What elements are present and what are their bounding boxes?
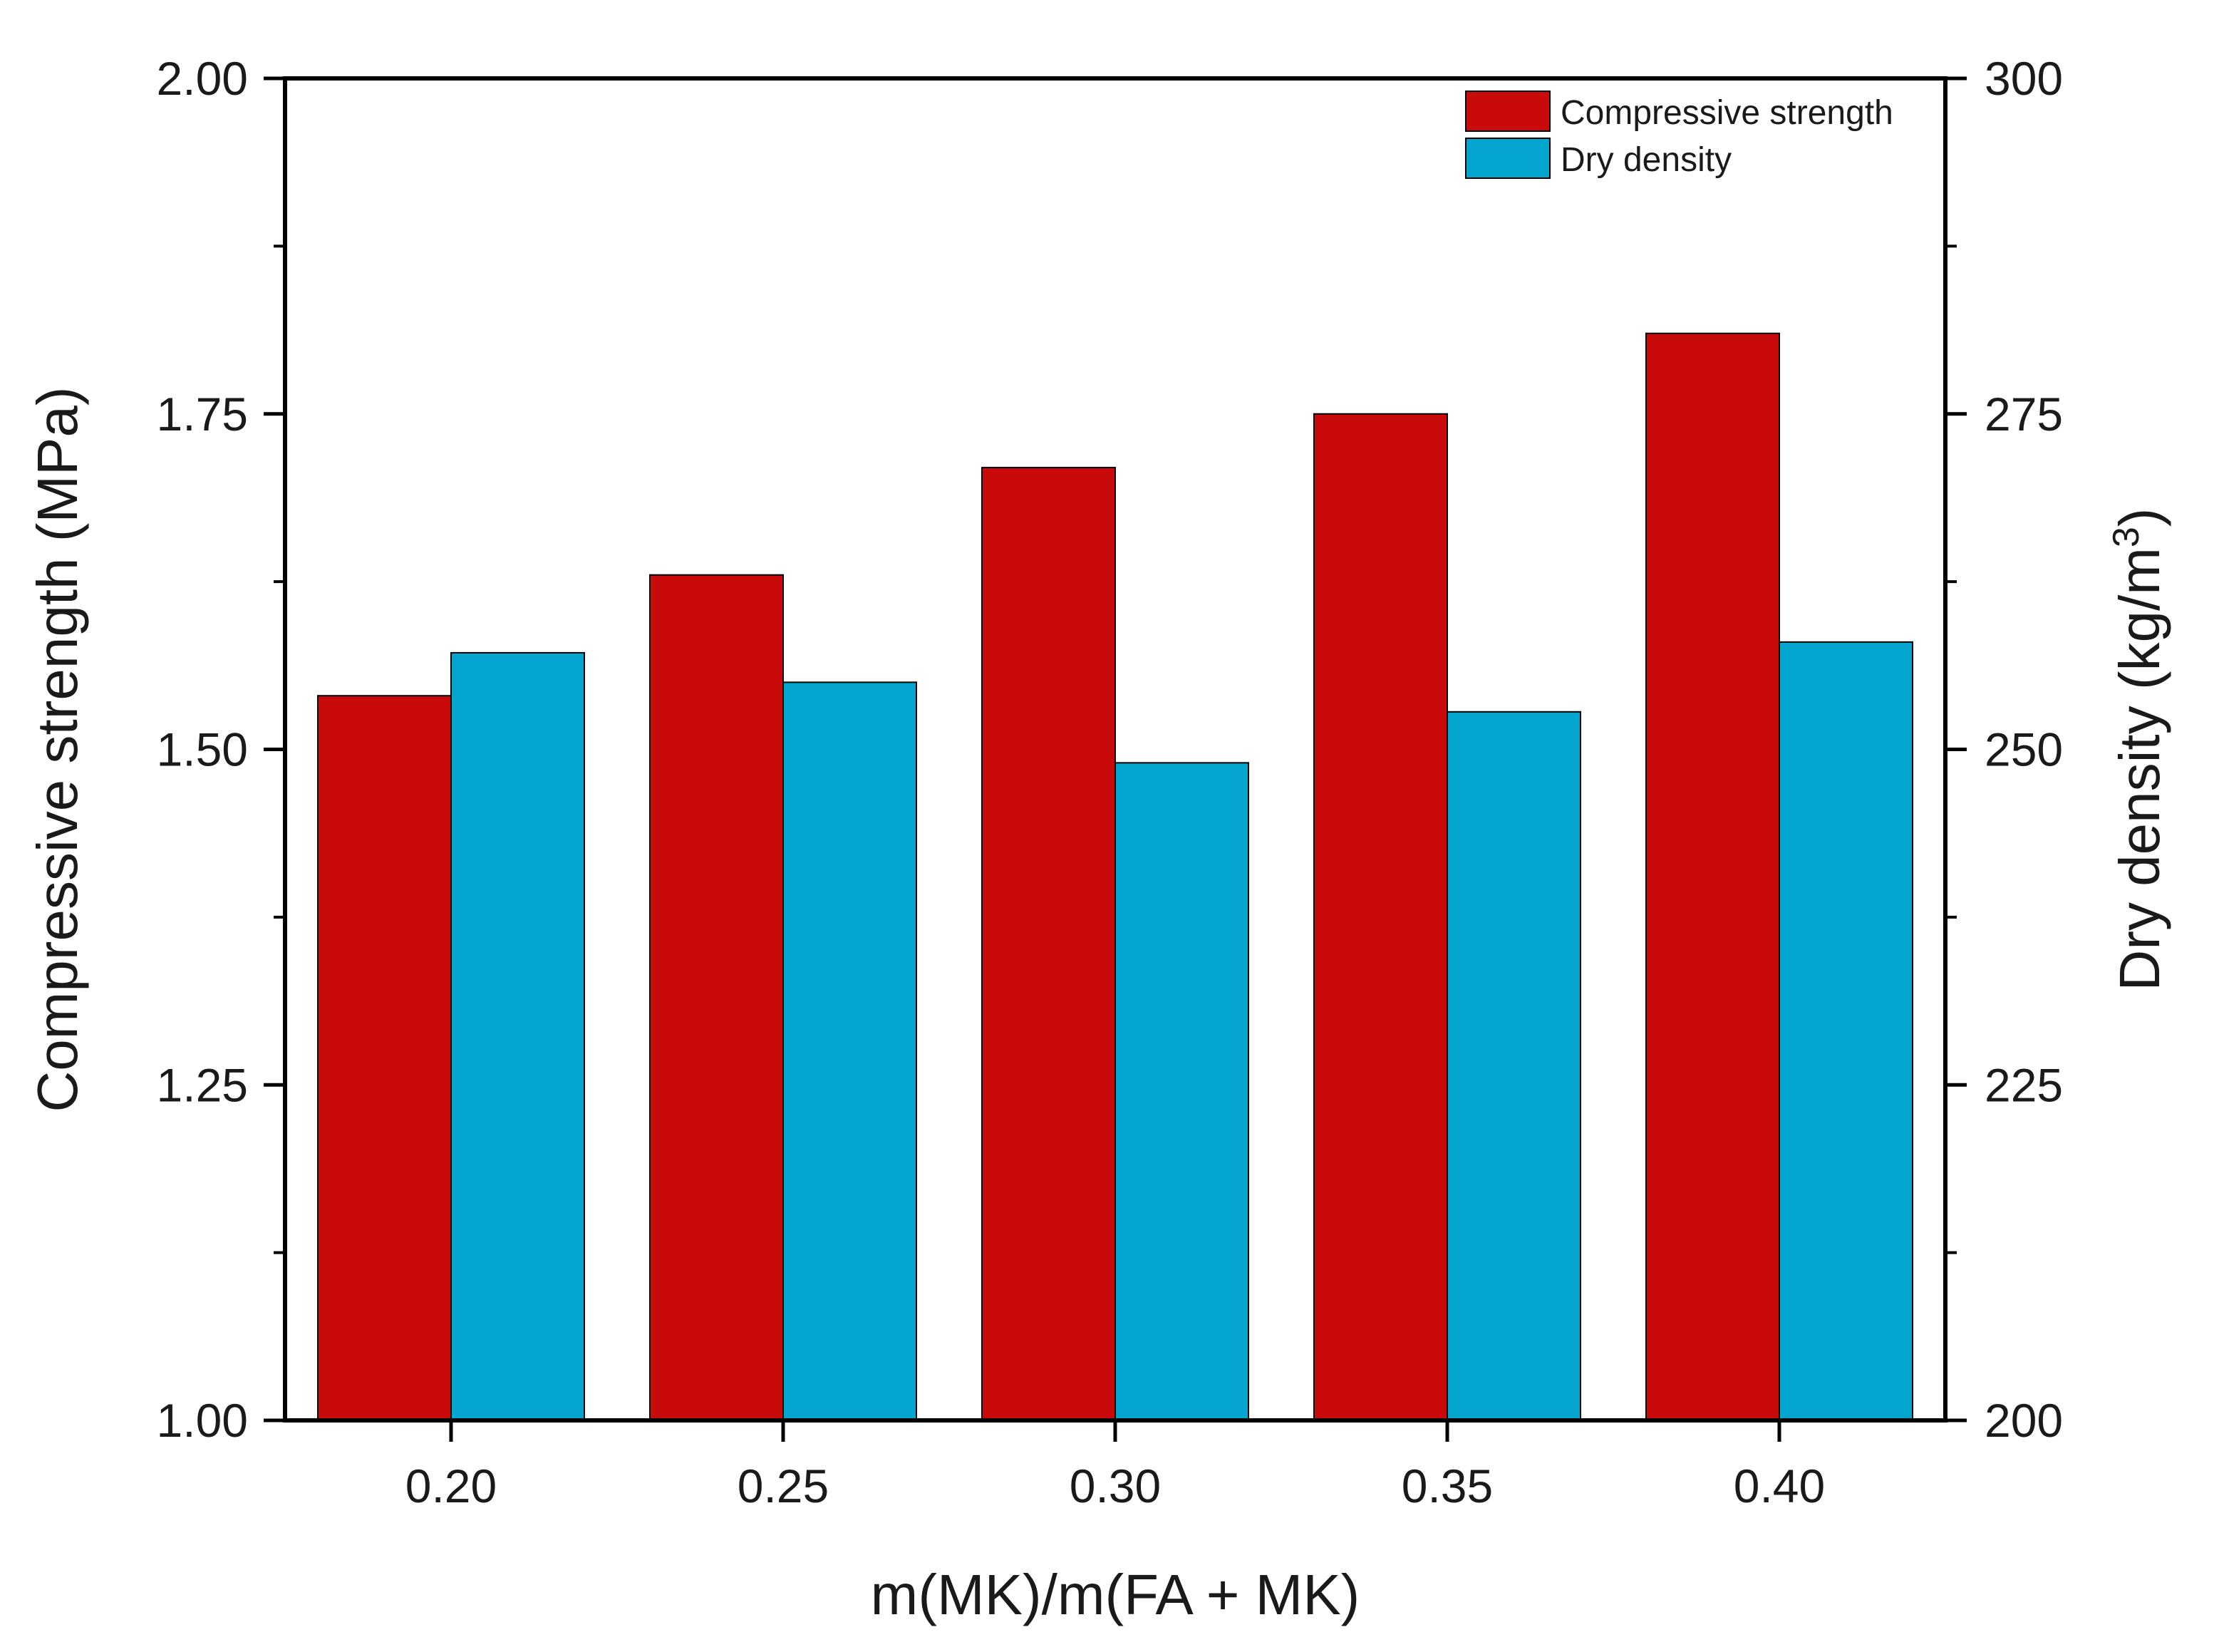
- legend-label-dry-density: Dry density: [1561, 141, 1732, 179]
- legend: Compressive strength Dry density: [1465, 91, 1893, 179]
- x-tick-label: 0.40: [1734, 1460, 1825, 1512]
- y-axis-title-right-suffix: ): [2108, 508, 2171, 527]
- bar-compressive-strength-0-20: [317, 695, 452, 1421]
- bar-compressive-strength-0-25: [649, 574, 784, 1422]
- y-axis-title-right-prefix: Dry density (kg/m: [2108, 547, 2171, 991]
- legend-label-compressive-strength: Compressive strength: [1561, 94, 1893, 132]
- legend-swatch-compressive-strength: [1465, 91, 1551, 132]
- bar-dry-density-0-30: [1114, 762, 1249, 1421]
- bar-compressive-strength-0-30: [981, 467, 1116, 1422]
- y-right-tick-label: 225: [1985, 1058, 2063, 1111]
- y-left-tick-label: 1.75: [157, 388, 248, 440]
- x-tick-label: 0.30: [1070, 1460, 1161, 1512]
- y-left-tick-label: 1.25: [157, 1058, 248, 1111]
- bar-compressive-strength-0-35: [1313, 413, 1448, 1421]
- bar-compressive-strength-0-40: [1645, 332, 1780, 1421]
- y-left-tick-label: 1.00: [157, 1394, 248, 1447]
- x-tick-label: 0.20: [405, 1460, 497, 1512]
- y-right-tick-label: 200: [1985, 1394, 2063, 1447]
- y-axis-title-right: Dry density (kg/m3): [2106, 508, 2171, 991]
- x-axis-title: m(MK)/m(FA + MK): [871, 1563, 1360, 1626]
- y-right-tick-label: 250: [1985, 723, 2063, 776]
- x-tick-label: 0.35: [1402, 1460, 1493, 1512]
- y-axis-title-right-superscript: 3: [2106, 527, 2147, 547]
- bar-dry-density-0-20: [450, 651, 585, 1422]
- ticks-group: 0.20 0.25 0.30 0.35 0.40 1.00 1.25 1.50 1.75 2.00…: [157, 52, 2064, 1512]
- x-tick-label: 0.25: [738, 1460, 829, 1512]
- bar-dry-density-0-35: [1447, 711, 1581, 1421]
- bar-dry-density-0-40: [1779, 641, 1913, 1421]
- legend-swatch-dry-density: [1465, 138, 1551, 179]
- y-left-tick-label: 2.00: [157, 52, 248, 105]
- y-right-tick-label: 300: [1985, 52, 2063, 105]
- bars-group: [317, 332, 1913, 1422]
- y-axis-title-left: Compressive strength (MPa): [26, 386, 89, 1112]
- y-left-tick-label: 1.50: [157, 723, 248, 776]
- bar-dry-density-0-25: [782, 681, 917, 1421]
- y-right-tick-label: 275: [1985, 388, 2063, 440]
